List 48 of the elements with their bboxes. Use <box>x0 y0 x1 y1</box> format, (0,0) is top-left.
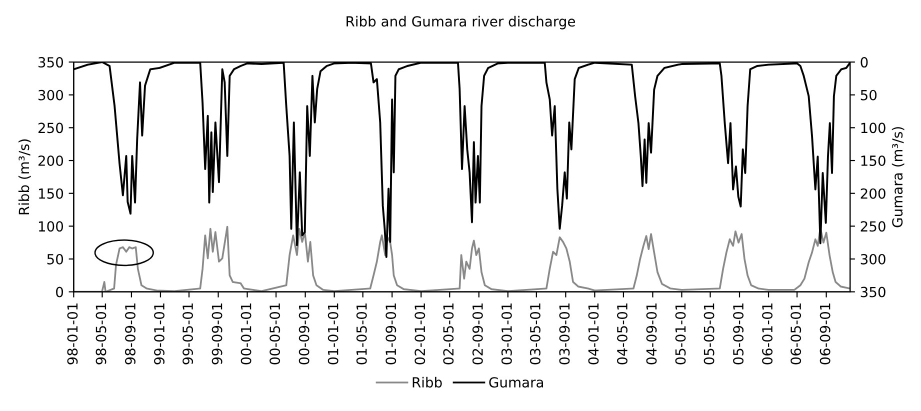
x-tick-label: 98-05-01 <box>96 304 106 364</box>
x-tick-label: 06-05-01 <box>790 304 802 364</box>
y2-tick-label: 250 <box>860 221 886 232</box>
x-tick-label: 00-09-01 <box>298 304 310 364</box>
y-tick-label: 100 <box>38 221 64 232</box>
legend-label: Ribb <box>412 376 442 388</box>
chart-title: Ribb and Gumara river discharge <box>346 16 576 30</box>
x-tick-label: 06-01-01 <box>762 304 773 364</box>
y-tick-label: 300 <box>38 90 64 100</box>
x-tick-label: 01-01-01 <box>328 304 338 364</box>
x-tick-label: 98-01-01 <box>67 304 78 364</box>
x-tick-label: 03-01-01 <box>501 304 512 364</box>
y-tick-label: 50 <box>47 254 64 264</box>
y2-tick-label: 50 <box>860 90 877 100</box>
y-tick-label: 250 <box>38 122 64 134</box>
x-tick-label: 03-09-01 <box>559 304 570 364</box>
y-tick-label: 350 <box>38 57 64 68</box>
y-tick-label: 0 <box>56 286 64 298</box>
y2-tick-label: 0 <box>860 57 868 68</box>
x-tick-label: 00-05-01 <box>270 304 280 364</box>
x-tick-label: 05-01-01 <box>675 304 686 364</box>
x-tick-label: 00-01-01 <box>240 304 252 364</box>
y2-tick-label: 200 <box>860 188 886 199</box>
y2-tick-label: 350 <box>860 286 886 298</box>
x-tick-label: 99-09-01 <box>212 304 222 364</box>
y-axis-title: Ribb (m³/s) <box>18 139 31 214</box>
x-tick-label: 02-05-01 <box>443 304 454 364</box>
x-tick-label: 99-01-01 <box>154 304 165 364</box>
y2-axis-title: Gumara (m³/s) <box>892 127 904 228</box>
y-tick-label: 150 <box>38 188 64 199</box>
x-tick-label: 98-09-01 <box>124 304 136 364</box>
y2-tick-label: 100 <box>861 122 886 134</box>
x-tick-label: 05-09-01 <box>733 304 744 364</box>
x-tick-label: 99-05-01 <box>182 304 194 364</box>
x-tick-label: 05-05-01 <box>704 304 714 364</box>
x-tick-label: 02-09-01 <box>472 304 483 364</box>
x-tick-label: 01-05-01 <box>356 304 367 364</box>
y2-tick-label: 300 <box>860 254 886 264</box>
x-tick-label: 01-09-01 <box>386 304 396 364</box>
x-tick-label: 04-01-01 <box>588 304 599 364</box>
y-tick-label: 200 <box>38 155 64 166</box>
x-tick-label: 04-05-01 <box>616 304 628 364</box>
legend-label: Gumara <box>489 377 544 388</box>
y2-tick-label: 150 <box>861 155 886 166</box>
x-tick-label: 04-09-01 <box>646 304 657 364</box>
x-tick-label: 02-01-01 <box>414 304 426 364</box>
x-tick-label: 03-05-01 <box>530 304 540 364</box>
x-tick-label: 06-09-01 <box>820 304 830 364</box>
